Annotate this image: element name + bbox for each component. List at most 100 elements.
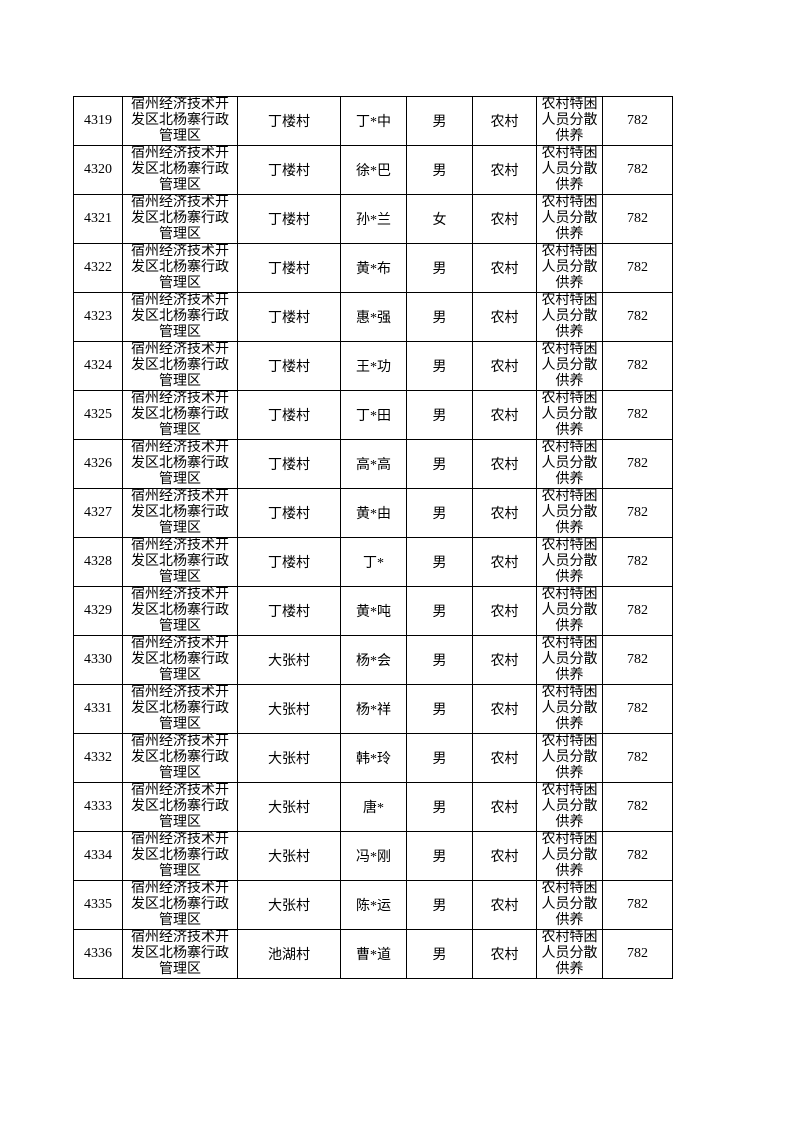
category: 农村特困人员分散供养 xyxy=(541,832,598,879)
amount-cell: 782 xyxy=(602,96,673,146)
name-cell: 黄*布 xyxy=(340,243,407,293)
table-row: 4322 宿州经济技术开发区北杨寨行政管理区 丁楼村 黄*布男农村 农村特困人员分散供养… xyxy=(73,243,673,293)
region: 宿州经济技术开发区北杨寨行政管理区 xyxy=(131,391,229,438)
id-cell: 4333 xyxy=(73,782,123,832)
gender-cell: 男 xyxy=(406,145,473,195)
region: 宿州经济技术开发区北杨寨行政管理区 xyxy=(131,342,229,389)
region-cell: 宿州经济技术开发区北杨寨行政管理区 xyxy=(122,292,238,342)
gender-cell: 男 xyxy=(406,880,473,930)
id-cell: 4327 xyxy=(73,488,123,538)
region: 宿州经济技术开发区北杨寨行政管理区 xyxy=(131,146,229,193)
name-cell: 孙*兰 xyxy=(340,194,407,244)
table-row: 4321 宿州经济技术开发区北杨寨行政管理区 丁楼村 孙*兰女农村 农村特困人员分散供养… xyxy=(73,194,673,244)
amount-cell: 782 xyxy=(602,243,673,293)
name-cell: 唐* xyxy=(340,782,407,832)
data-table: 4319 宿州经济技术开发区北杨寨行政管理区 丁楼村 丁*中男农村 农村特困人员分散供养… xyxy=(73,96,673,979)
name-cell: 冯*刚 xyxy=(340,831,407,881)
village-cell: 丁楼村 xyxy=(237,537,341,587)
amount-cell: 782 xyxy=(602,831,673,881)
name-cell: 黄*吨 xyxy=(340,586,407,636)
table-row: 4335 宿州经济技术开发区北杨寨行政管理区 大张村 陈*运男农村 农村特困人员分散供养… xyxy=(73,880,673,930)
category: 农村特困人员分散供养 xyxy=(541,881,598,928)
name-cell: 黄*由 xyxy=(340,488,407,538)
table-row: 4319 宿州经济技术开发区北杨寨行政管理区 丁楼村 丁*中男农村 农村特困人员分散供养… xyxy=(73,96,673,146)
table-row: 4332 宿州经济技术开发区北杨寨行政管理区 大张村 韩*玲男农村 农村特困人员分散供养… xyxy=(73,733,673,783)
table-row: 4333 宿州经济技术开发区北杨寨行政管理区 大张村 唐* 男农村 农村特困人员分散供养 7… xyxy=(73,782,673,832)
village-cell: 丁楼村 xyxy=(237,439,341,489)
category: 农村特困人员分散供养 xyxy=(541,342,598,389)
gender-cell: 男 xyxy=(406,831,473,881)
region-cell: 宿州经济技术开发区北杨寨行政管理区 xyxy=(122,96,238,146)
gender-cell: 男 xyxy=(406,439,473,489)
region-cell: 宿州经济技术开发区北杨寨行政管理区 xyxy=(122,537,238,587)
category: 农村特困人员分散供养 xyxy=(541,783,598,830)
id-cell: 4329 xyxy=(73,586,123,636)
region-cell: 宿州经济技术开发区北杨寨行政管理区 xyxy=(122,929,238,979)
table-row: 4327 宿州经济技术开发区北杨寨行政管理区 丁楼村 黄*由男农村 农村特困人员分散供养… xyxy=(73,488,673,538)
amount-cell: 782 xyxy=(602,145,673,195)
category: 农村特困人员分散供养 xyxy=(541,195,598,242)
gender-cell: 男 xyxy=(406,586,473,636)
region: 宿州经济技术开发区北杨寨行政管理区 xyxy=(131,734,229,781)
category-cell: 农村特困人员分散供养 xyxy=(536,145,603,195)
table-row: 4336 宿州经济技术开发区北杨寨行政管理区 池湖村 曹*道男农村 农村特困人员分散供养… xyxy=(73,929,673,979)
village-cell: 丁楼村 xyxy=(237,586,341,636)
id-cell: 4330 xyxy=(73,635,123,685)
id-cell: 4320 xyxy=(73,145,123,195)
table-row: 4326 宿州经济技术开发区北杨寨行政管理区 丁楼村 高*高男农村 农村特困人员分散供养… xyxy=(73,439,673,489)
village-cell: 大张村 xyxy=(237,782,341,832)
region: 宿州经济技术开发区北杨寨行政管理区 xyxy=(131,440,229,487)
household-type-cell: 农村 xyxy=(472,831,537,881)
category-cell: 农村特困人员分散供养 xyxy=(536,635,603,685)
gender-cell: 男 xyxy=(406,292,473,342)
village-cell: 丁楼村 xyxy=(237,96,341,146)
id-cell: 4323 xyxy=(73,292,123,342)
village-cell: 丁楼村 xyxy=(237,390,341,440)
category-cell: 农村特困人员分散供养 xyxy=(536,782,603,832)
category: 农村特困人员分散供养 xyxy=(541,97,598,144)
region: 宿州经济技术开发区北杨寨行政管理区 xyxy=(131,930,229,977)
region: 宿州经济技术开发区北杨寨行政管理区 xyxy=(131,881,229,928)
village-cell: 大张村 xyxy=(237,831,341,881)
category: 农村特困人员分散供养 xyxy=(541,930,598,977)
household-type-cell: 农村 xyxy=(472,782,537,832)
id-cell: 4335 xyxy=(73,880,123,930)
id-cell: 4319 xyxy=(73,96,123,146)
gender-cell: 男 xyxy=(406,635,473,685)
region: 宿州经济技术开发区北杨寨行政管理区 xyxy=(131,783,229,830)
gender-cell: 男 xyxy=(406,684,473,734)
category-cell: 农村特困人员分散供养 xyxy=(536,684,603,734)
region-cell: 宿州经济技术开发区北杨寨行政管理区 xyxy=(122,831,238,881)
gender-cell: 男 xyxy=(406,243,473,293)
category-cell: 农村特困人员分散供养 xyxy=(536,341,603,391)
village-cell: 大张村 xyxy=(237,880,341,930)
region: 宿州经济技术开发区北杨寨行政管理区 xyxy=(131,97,229,144)
id-cell: 4326 xyxy=(73,439,123,489)
name-cell: 曹*道 xyxy=(340,929,407,979)
household-type-cell: 农村 xyxy=(472,145,537,195)
household-type-cell: 农村 xyxy=(472,439,537,489)
household-type-cell: 农村 xyxy=(472,243,537,293)
gender-cell: 男 xyxy=(406,488,473,538)
household-type-cell: 农村 xyxy=(472,880,537,930)
region-cell: 宿州经济技术开发区北杨寨行政管理区 xyxy=(122,733,238,783)
region-cell: 宿州经济技术开发区北杨寨行政管理区 xyxy=(122,341,238,391)
region-cell: 宿州经济技术开发区北杨寨行政管理区 xyxy=(122,145,238,195)
category-cell: 农村特困人员分散供养 xyxy=(536,439,603,489)
category-cell: 农村特困人员分散供养 xyxy=(536,831,603,881)
amount-cell: 782 xyxy=(602,929,673,979)
region-cell: 宿州经济技术开发区北杨寨行政管理区 xyxy=(122,586,238,636)
household-type-cell: 农村 xyxy=(472,537,537,587)
region-cell: 宿州经济技术开发区北杨寨行政管理区 xyxy=(122,782,238,832)
village-cell: 丁楼村 xyxy=(237,194,341,244)
category-cell: 农村特困人员分散供养 xyxy=(536,194,603,244)
region: 宿州经济技术开发区北杨寨行政管理区 xyxy=(131,195,229,242)
category-cell: 农村特困人员分散供养 xyxy=(536,96,603,146)
name-cell: 丁* xyxy=(340,537,407,587)
gender-cell: 男 xyxy=(406,537,473,587)
amount-cell: 782 xyxy=(602,733,673,783)
name-cell: 杨*会 xyxy=(340,635,407,685)
region-cell: 宿州经济技术开发区北杨寨行政管理区 xyxy=(122,684,238,734)
village-cell: 丁楼村 xyxy=(237,243,341,293)
gender-cell: 男 xyxy=(406,96,473,146)
